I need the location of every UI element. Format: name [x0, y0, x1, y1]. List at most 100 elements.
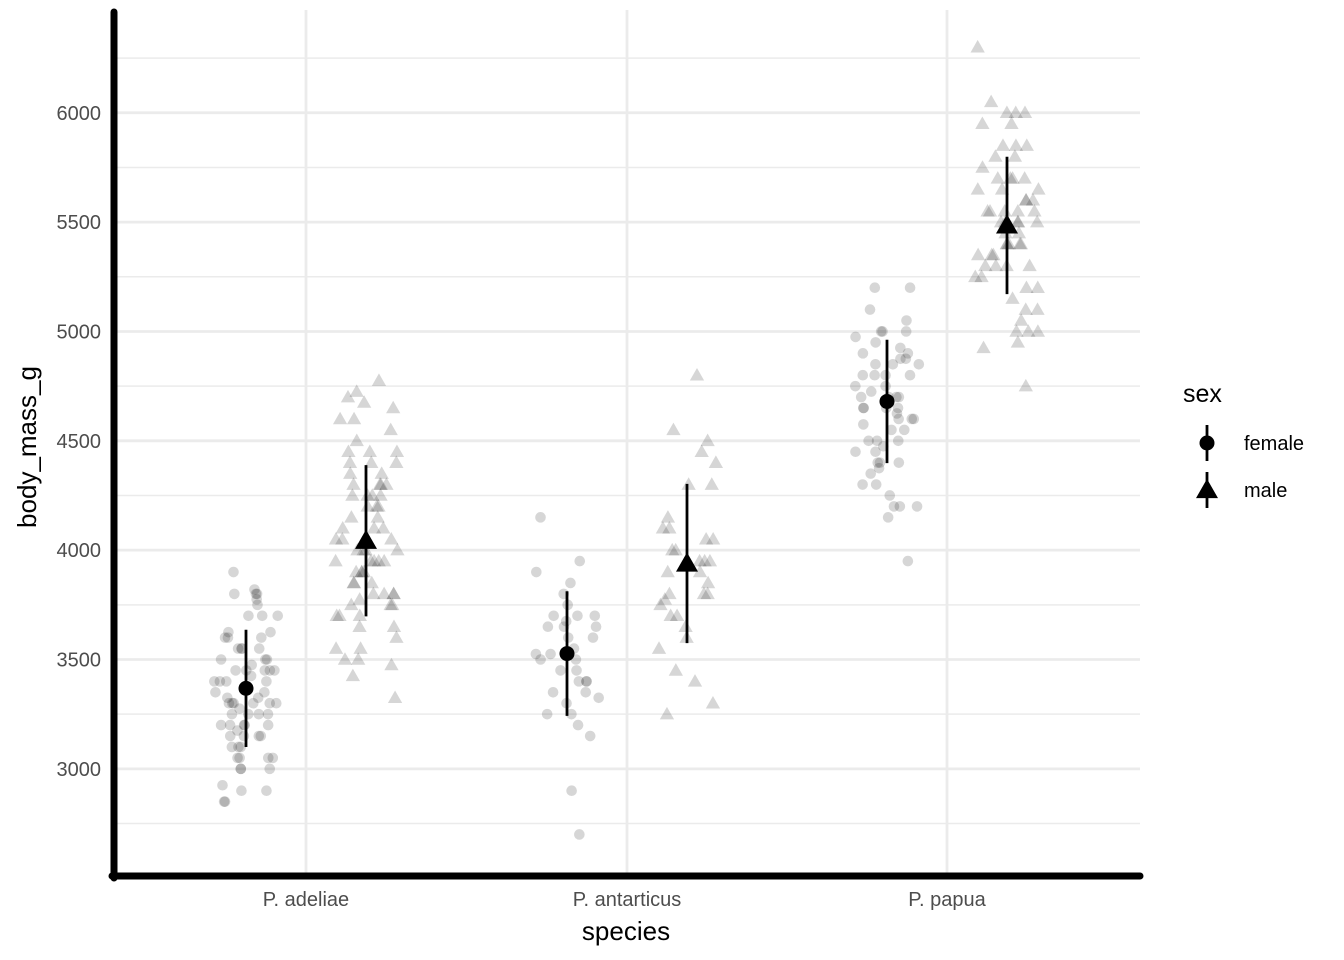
- raw-point-male: [1018, 302, 1033, 315]
- raw-point-male: [1019, 193, 1034, 206]
- raw-point-male: [1019, 280, 1034, 293]
- raw-point-male: [694, 444, 709, 458]
- raw-point-female: [210, 687, 221, 698]
- raw-point-female: [574, 555, 586, 567]
- raw-point-female: [587, 632, 599, 643]
- raw-point-female: [264, 665, 276, 676]
- raw-point-female: [235, 763, 247, 775]
- raw-point-female: [264, 697, 276, 709]
- raw-point-female: [900, 353, 912, 365]
- raw-point-male: [995, 138, 1011, 151]
- raw-point-female: [855, 391, 867, 403]
- raw-point-female: [251, 588, 263, 600]
- legend-key-male: [1196, 478, 1218, 499]
- raw-point-male: [346, 411, 362, 425]
- raw-point-female: [269, 665, 280, 676]
- raw-point-female: [264, 763, 276, 775]
- raw-point-female: [893, 413, 904, 425]
- raw-point-male: [659, 706, 675, 720]
- raw-point-female: [267, 752, 279, 764]
- raw-point-female: [904, 282, 916, 294]
- raw-point-male: [364, 455, 379, 468]
- raw-point-male: [970, 182, 985, 195]
- raw-point-male: [344, 597, 359, 611]
- raw-point-male: [975, 116, 990, 129]
- raw-point-male: [390, 542, 405, 556]
- raw-point-male: [705, 695, 721, 709]
- raw-point-male: [999, 105, 1015, 119]
- raw-point-male: [379, 477, 394, 490]
- raw-point-female: [874, 457, 886, 468]
- raw-point-male: [352, 619, 367, 632]
- raw-point-female: [249, 584, 260, 595]
- raw-point-female: [234, 752, 245, 764]
- raw-point-male: [328, 641, 344, 654]
- raw-point-male: [968, 269, 983, 283]
- raw-point-male: [371, 373, 387, 386]
- raw-point-female: [234, 703, 245, 715]
- raw-point-female: [902, 555, 914, 567]
- raw-point-male: [692, 564, 708, 578]
- raw-point-female: [226, 708, 238, 720]
- y-tick-label: 3500: [57, 650, 102, 672]
- raw-point-female: [209, 676, 220, 687]
- raw-point-female: [236, 643, 248, 654]
- raw-point-female: [262, 752, 274, 764]
- raw-point-female: [547, 687, 559, 698]
- raw-point-male: [352, 608, 367, 622]
- legend-title: sex: [1183, 380, 1222, 408]
- raw-point-male: [698, 531, 714, 545]
- raw-point-male: [1030, 280, 1045, 293]
- raw-point-male: [366, 553, 382, 567]
- raw-point-male: [366, 521, 382, 534]
- raw-point-female: [870, 446, 881, 458]
- raw-point-female: [858, 402, 869, 414]
- raw-point-female: [238, 730, 250, 742]
- raw-point-male: [970, 39, 985, 53]
- raw-point-female: [259, 687, 270, 698]
- raw-point-male: [369, 499, 384, 512]
- raw-point-male: [383, 597, 398, 611]
- raw-point-female: [593, 692, 605, 704]
- x-tick-label: P. adeliae: [263, 889, 349, 911]
- raw-point-male: [1007, 149, 1023, 162]
- raw-point-female: [215, 719, 227, 731]
- raw-point-female: [253, 730, 265, 742]
- raw-point-male: [346, 575, 362, 589]
- raw-point-female: [262, 708, 274, 720]
- summary-mean-female: [238, 680, 254, 696]
- raw-point-male: [1005, 291, 1020, 304]
- raw-point-male: [370, 510, 385, 523]
- raw-point-female: [857, 369, 869, 381]
- raw-point-female: [887, 358, 899, 370]
- raw-point-female: [236, 785, 247, 797]
- raw-point-female: [265, 626, 276, 638]
- raw-point-male: [1017, 105, 1033, 119]
- raw-point-female: [215, 654, 227, 665]
- raw-point-female: [256, 632, 267, 643]
- raw-point-female: [858, 419, 869, 430]
- raw-point-female: [566, 708, 577, 720]
- x-axis-label: species: [582, 916, 670, 946]
- raw-point-male: [1017, 171, 1032, 184]
- raw-point-female: [236, 643, 247, 654]
- raw-point-male: [1012, 236, 1028, 250]
- raw-point-female: [857, 479, 868, 490]
- raw-point-male: [1010, 203, 1026, 217]
- raw-point-male: [651, 641, 667, 654]
- raw-point-female: [580, 687, 592, 698]
- raw-points: [209, 39, 1046, 840]
- raw-point-female: [894, 501, 906, 512]
- raw-point-male: [668, 542, 683, 556]
- raw-point-male: [704, 477, 719, 490]
- raw-point-male: [1030, 302, 1045, 315]
- raw-point-female: [222, 632, 234, 643]
- raw-point-male: [344, 510, 359, 523]
- raw-point-male: [1011, 225, 1027, 239]
- raw-point-female: [235, 763, 247, 775]
- y-tick-label: 6000: [57, 103, 102, 125]
- raw-point-male: [1011, 214, 1026, 228]
- raw-point-female: [246, 659, 258, 671]
- raw-point-female: [262, 719, 274, 731]
- raw-point-male: [346, 477, 361, 490]
